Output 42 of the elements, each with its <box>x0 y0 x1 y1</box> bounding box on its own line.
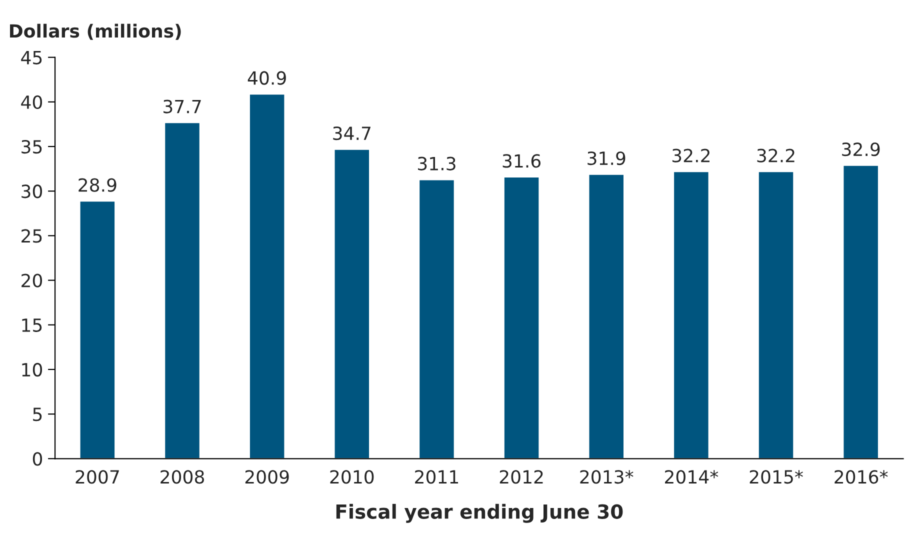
x-tick-label: 2011 <box>415 470 458 484</box>
y-tick-label: 35 <box>22 140 42 154</box>
x-axis-title: Fiscal year ending June 30 <box>336 504 623 523</box>
x-tick-label: 2008 <box>160 470 204 484</box>
x-tick-label: 2010 <box>330 470 374 484</box>
y-tick-label: 10 <box>22 362 42 377</box>
bar <box>842 164 880 459</box>
data-label: 31.9 <box>588 151 626 166</box>
y-tick-label: 40 <box>21 95 42 110</box>
y-axis-title: Dollars (millions) <box>10 24 181 40</box>
x-tick-label: 2014* <box>665 470 718 484</box>
x-tick-label: 2009 <box>245 470 289 484</box>
data-label: 32.2 <box>757 148 794 162</box>
data-label: 31.3 <box>418 156 456 170</box>
y-tick-label: 0 <box>32 452 42 466</box>
bar <box>503 176 540 459</box>
bar <box>248 93 286 459</box>
bar <box>164 122 201 459</box>
bar <box>78 200 116 459</box>
bar <box>672 170 710 459</box>
y-tick-label: 15 <box>22 318 42 332</box>
bar <box>333 148 370 459</box>
data-label: 37.7 <box>164 100 201 114</box>
data-label: 32.9 <box>842 142 880 156</box>
x-tick-label: 2016* <box>834 470 888 484</box>
y-tick-label: 25 <box>22 229 42 243</box>
x-tick-label: 2012 <box>500 470 543 484</box>
data-label: 28.9 <box>78 178 116 192</box>
y-tick-label: 20 <box>22 274 42 288</box>
y-tick-label: 5 <box>33 408 42 422</box>
x-tick-label: 2015* <box>750 470 803 484</box>
x-tick-label: 2007 <box>76 470 119 484</box>
data-label: 32.2 <box>672 148 710 162</box>
data-label: 40.9 <box>248 71 286 85</box>
y-tick-label: 45 <box>21 51 42 64</box>
x-tick-label: 2013* <box>580 470 634 484</box>
data-label: 34.7 <box>333 126 370 140</box>
data-label: 31.6 <box>502 154 541 168</box>
bar <box>588 173 625 459</box>
bar <box>418 178 456 459</box>
bar <box>758 170 795 459</box>
y-tick-label: 30 <box>22 184 42 198</box>
